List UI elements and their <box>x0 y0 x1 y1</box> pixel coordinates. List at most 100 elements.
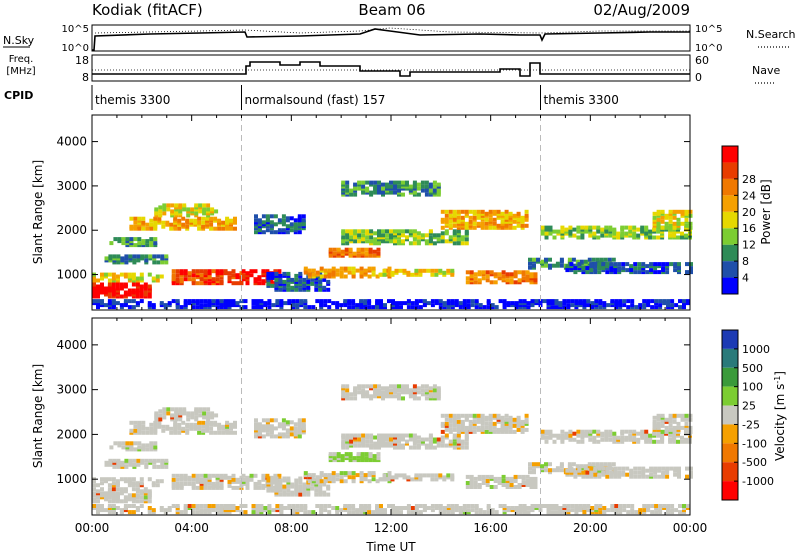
power-cell <box>609 266 614 271</box>
power-cell <box>373 237 378 242</box>
power-cell <box>521 270 526 275</box>
velocity-cell <box>653 468 658 473</box>
power-cell <box>568 229 573 234</box>
velocity-cell <box>227 508 232 513</box>
velocity-cell <box>153 445 158 450</box>
velocity-cell <box>131 504 136 508</box>
velocity-cell <box>287 504 292 508</box>
velocity-cell <box>257 479 262 484</box>
power-cell <box>385 182 389 187</box>
power-cell <box>343 274 348 279</box>
power-cell <box>485 278 490 283</box>
colorbar-swatch <box>722 462 738 482</box>
velocity-cell <box>267 510 272 515</box>
velocity-cell <box>135 489 140 494</box>
power-cell <box>144 254 149 259</box>
power-cell <box>478 303 483 308</box>
velocity-cell <box>371 510 376 515</box>
power-cell <box>349 188 354 193</box>
power-cell <box>650 305 655 310</box>
power-cell <box>295 303 300 308</box>
noise-panel-frame <box>91 24 691 52</box>
velocity-cell <box>269 483 274 488</box>
power-cell <box>149 218 154 223</box>
velocity-cell <box>217 430 222 435</box>
velocity-cell <box>596 439 601 444</box>
power-cell <box>151 276 156 281</box>
velocity-cell <box>148 458 153 463</box>
power-cell <box>628 229 633 234</box>
velocity-cell <box>442 475 447 480</box>
velocity-cell <box>502 508 507 513</box>
power-cell <box>450 299 455 304</box>
velocity-cell <box>632 429 637 434</box>
velocity-cell <box>297 434 302 439</box>
velocity-cell <box>123 489 128 494</box>
power-cell <box>199 303 204 308</box>
velocity-cell <box>560 433 565 438</box>
velocity-cell <box>219 504 224 508</box>
power-cell <box>408 241 413 246</box>
velocity-cell <box>544 429 549 434</box>
velocity-cell <box>412 396 417 401</box>
velocity-cell <box>194 411 199 416</box>
velocity-cell <box>410 510 415 515</box>
velocity-cell <box>505 476 510 481</box>
power-cell <box>315 299 320 304</box>
power-cell <box>472 215 477 220</box>
velocity-cell <box>464 425 469 430</box>
velocity-cell <box>666 504 671 508</box>
velocity-cell <box>298 484 303 489</box>
velocity-cell <box>446 508 451 513</box>
power-cell <box>378 272 383 277</box>
velocity-cell <box>571 462 576 467</box>
power-cell <box>394 268 399 273</box>
velocity-cell <box>191 504 196 508</box>
power-cell <box>182 203 187 208</box>
power-cell <box>401 229 405 234</box>
power-cell <box>414 305 419 310</box>
power-cell <box>597 270 602 275</box>
velocity-cell <box>318 476 323 481</box>
power-cell <box>565 264 570 269</box>
velocity-cell <box>129 428 134 433</box>
power-cell <box>139 276 144 281</box>
velocity-cell <box>335 473 340 478</box>
power-cell <box>689 262 693 267</box>
velocity-cell <box>289 426 294 431</box>
power-cell <box>509 278 514 283</box>
power-cell <box>369 239 374 244</box>
power-cell <box>442 270 447 275</box>
power-cell <box>257 281 262 286</box>
power-cell <box>158 213 163 218</box>
velocity-cell <box>361 384 366 389</box>
power-cell <box>452 223 457 228</box>
velocity-cell <box>127 504 132 508</box>
power-cell <box>254 230 258 235</box>
power-cell <box>571 257 576 262</box>
power-cell <box>145 222 150 227</box>
velocity-cell <box>406 475 411 480</box>
power-cell <box>653 262 658 267</box>
velocity-cell <box>493 479 498 483</box>
ytick-label: 1000 <box>56 472 87 486</box>
velocity-cell <box>215 481 220 486</box>
velocity-cell <box>397 433 401 438</box>
velocity-cell <box>485 479 490 483</box>
colorbar-tick-label: 25 <box>742 400 756 413</box>
freq-tick-high: 18 <box>75 54 89 67</box>
velocity-cell <box>356 452 361 457</box>
power-cell <box>282 285 287 290</box>
velocity-cell <box>136 458 141 463</box>
power-cell <box>273 230 278 235</box>
power-cell <box>520 215 525 220</box>
power-cell <box>492 217 497 222</box>
power-cell <box>351 266 356 271</box>
power-cell <box>227 271 232 276</box>
velocity-cell <box>199 479 204 484</box>
power-cell <box>328 253 333 258</box>
power-cell <box>143 282 148 287</box>
power-cell <box>422 299 427 304</box>
velocity-cell <box>363 473 368 478</box>
power-cell <box>282 271 287 276</box>
